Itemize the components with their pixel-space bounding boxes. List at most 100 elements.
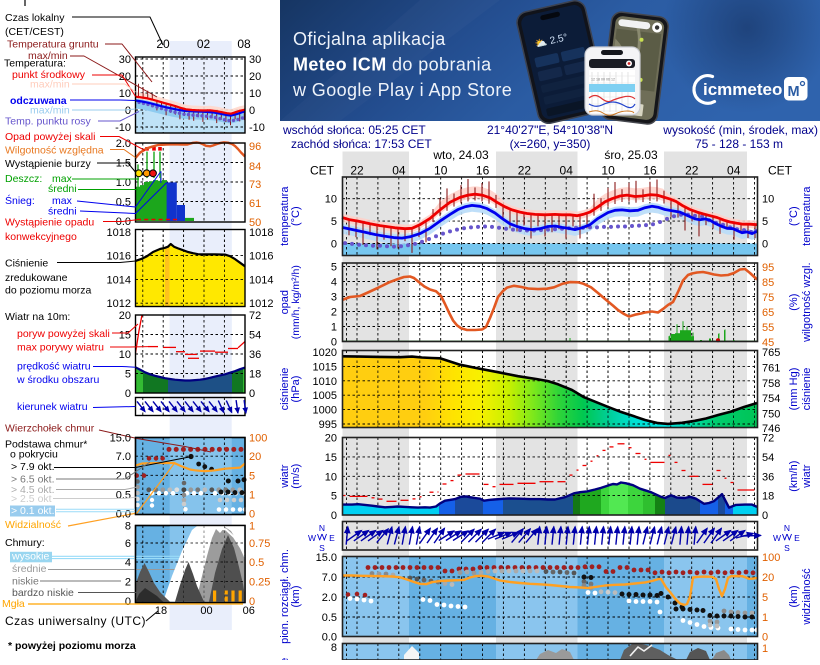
svg-text:zredukowane: zredukowane xyxy=(5,272,68,284)
svg-text:średni: średni xyxy=(48,206,77,218)
svg-text:wiatr: wiatr xyxy=(801,464,813,489)
svg-text:746: 746 xyxy=(762,423,780,435)
svg-text:20: 20 xyxy=(119,71,131,83)
svg-text:04: 04 xyxy=(727,163,741,177)
svg-text:śro, 25.03: śro, 25.03 xyxy=(604,148,658,162)
svg-text:765: 765 xyxy=(762,347,780,359)
svg-text:icmmeteo: icmmeteo xyxy=(703,80,782,99)
svg-text:-10: -10 xyxy=(249,122,265,134)
svg-text:4: 4 xyxy=(331,277,337,289)
svg-text:100: 100 xyxy=(762,552,780,564)
svg-text:20: 20 xyxy=(119,310,131,322)
svg-text:do poziomu morza: do poziomu morza xyxy=(5,285,92,297)
svg-text:Wierzchołek chmur: Wierzchołek chmur xyxy=(5,423,95,435)
svg-text:> 7.9 okt.: > 7.9 okt. xyxy=(11,461,55,473)
svg-text:poryw powyżej skali: poryw powyżej skali xyxy=(17,328,110,340)
svg-text:0.5: 0.5 xyxy=(116,490,131,502)
svg-text:1: 1 xyxy=(762,643,768,655)
svg-text:kierunek wiatru: kierunek wiatru xyxy=(17,401,88,413)
svg-text:20: 20 xyxy=(325,433,337,445)
svg-text:0: 0 xyxy=(249,596,255,608)
svg-text:18: 18 xyxy=(249,369,261,381)
svg-text:(km): (km) xyxy=(788,586,800,608)
svg-text:45: 45 xyxy=(762,337,774,349)
svg-text:06: 06 xyxy=(243,605,255,617)
svg-text:> 0.1 okt.: > 0.1 okt. xyxy=(11,505,55,517)
svg-text:00: 00 xyxy=(200,605,212,617)
svg-text:(mm Hg): (mm Hg) xyxy=(788,368,800,411)
svg-text:1012: 1012 xyxy=(249,298,273,310)
svg-text:punkt środkowy: punkt środkowy xyxy=(12,69,86,81)
svg-text:Ciśnienie: Ciśnienie xyxy=(5,258,48,270)
svg-text:8: 8 xyxy=(125,521,131,533)
svg-text:36: 36 xyxy=(249,349,261,361)
svg-text:Widzialność: Widzialność xyxy=(5,519,61,531)
svg-text:CET: CET xyxy=(310,163,335,177)
svg-text:0: 0 xyxy=(762,239,768,251)
svg-text:w Google Play i App Store: w Google Play i App Store xyxy=(292,80,512,100)
svg-text:odczuwana: odczuwana xyxy=(10,95,67,107)
svg-text:ciśnienie: ciśnienie xyxy=(279,368,291,411)
svg-text:(mm/h, kg/m²/h): (mm/h, kg/m²/h) xyxy=(290,265,302,339)
svg-text:0.0: 0.0 xyxy=(116,216,131,228)
svg-text:W: W xyxy=(308,533,316,543)
svg-text:max/min: max/min xyxy=(28,50,68,62)
svg-text:0: 0 xyxy=(331,239,337,251)
svg-text:15: 15 xyxy=(325,452,337,464)
svg-text:1000: 1000 xyxy=(313,405,337,417)
svg-text:5: 5 xyxy=(249,470,255,482)
svg-text:2.0: 2.0 xyxy=(116,138,131,150)
svg-text:22: 22 xyxy=(518,163,532,177)
svg-text:20: 20 xyxy=(762,572,774,584)
svg-text:1014: 1014 xyxy=(249,274,273,286)
svg-text:Mgła: Mgła xyxy=(2,598,25,610)
svg-text:Temperatura gruntu: Temperatura gruntu xyxy=(7,39,99,51)
svg-text:0: 0 xyxy=(331,337,337,349)
svg-text:pion. rozciągł. chm.: pion. rozciągł. chm. xyxy=(279,549,291,644)
svg-text:> 4.5 okt.: > 4.5 okt. xyxy=(11,484,55,496)
svg-text:18: 18 xyxy=(762,491,774,503)
svg-text:18: 18 xyxy=(155,605,167,617)
svg-text:2: 2 xyxy=(331,307,337,319)
svg-text:5: 5 xyxy=(331,262,337,274)
svg-text:* powyżej poziomu morza: * powyżej poziomu morza xyxy=(8,640,136,652)
svg-text:0.5: 0.5 xyxy=(322,612,337,624)
svg-text:Podstawa chmur*: Podstawa chmur* xyxy=(5,439,87,451)
svg-text:Chmury:: Chmury: xyxy=(5,537,45,549)
svg-text:wilgotność wzgl.: wilgotność wzgl. xyxy=(801,262,813,342)
svg-text:Oficjalna aplikacja: Oficjalna aplikacja xyxy=(293,29,446,49)
svg-text:84: 84 xyxy=(249,161,261,173)
svg-text:wto, 24.03: wto, 24.03 xyxy=(432,148,489,162)
svg-text:10: 10 xyxy=(325,471,337,483)
svg-text:8: 8 xyxy=(331,642,337,654)
svg-text:12 18 00 06 12: 12 18 00 06 12 xyxy=(591,78,615,82)
svg-text:0.25: 0.25 xyxy=(249,577,270,589)
svg-text:100: 100 xyxy=(249,433,267,445)
svg-text:Wilgotność względna: Wilgotność względna xyxy=(5,145,104,157)
svg-text:10: 10 xyxy=(601,163,615,177)
svg-text:02: 02 xyxy=(197,37,211,51)
svg-text:6: 6 xyxy=(125,538,131,550)
svg-text:1016: 1016 xyxy=(249,251,273,263)
svg-text:> 6.5 okt.: > 6.5 okt. xyxy=(11,474,55,486)
svg-text:max/min: max/min xyxy=(30,105,70,117)
svg-text:1018: 1018 xyxy=(107,227,131,239)
svg-text:1015: 1015 xyxy=(313,361,337,373)
svg-text:(%): (%) xyxy=(788,294,800,311)
svg-text:54: 54 xyxy=(762,452,774,464)
svg-text:-10: -10 xyxy=(115,122,131,134)
svg-text:5: 5 xyxy=(125,369,131,381)
svg-text:Deszcz:: Deszcz: xyxy=(5,173,42,185)
svg-text:0: 0 xyxy=(249,509,255,521)
svg-text:M: M xyxy=(787,84,799,100)
svg-text:średni: średni xyxy=(48,183,77,195)
svg-text:10: 10 xyxy=(762,194,774,206)
svg-text:3: 3 xyxy=(331,292,337,304)
svg-text:Opad powyżej skali: Opad powyżej skali xyxy=(5,131,95,143)
svg-text:N: N xyxy=(784,523,790,533)
svg-text:20: 20 xyxy=(249,71,261,83)
svg-text:1: 1 xyxy=(249,490,255,502)
svg-text:20: 20 xyxy=(156,37,170,51)
svg-text:0: 0 xyxy=(125,388,131,400)
svg-text:1005: 1005 xyxy=(313,390,337,402)
